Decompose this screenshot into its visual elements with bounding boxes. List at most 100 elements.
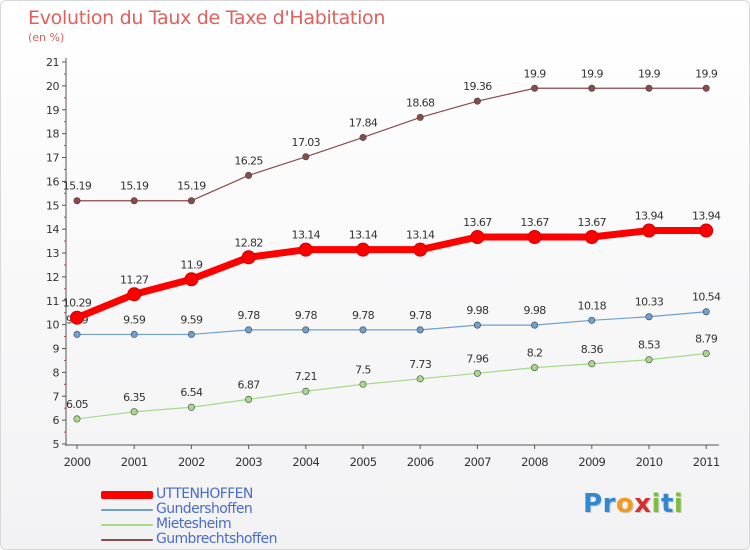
y-tick-label: 5: [53, 438, 60, 451]
y-tick-label: 21: [46, 56, 59, 69]
data-label-uttenhoffen: 13.94: [692, 210, 721, 223]
x-tick-label: 2005: [350, 455, 377, 469]
data-point-uttenhoffen: [642, 223, 656, 238]
legend-swatch-mietesheim: [101, 524, 153, 526]
logo-letter: i: [673, 489, 684, 519]
data-point-gundershoffen: [302, 326, 310, 334]
data-label-mietesheim: 6.35: [123, 391, 146, 404]
data-point-mietesheim: [473, 369, 481, 377]
logo-letter: P: [583, 489, 603, 519]
y-tick-label: 12: [46, 271, 59, 284]
data-label-gumbrechtshoffen: 17.03: [292, 136, 321, 149]
data-point-gumbrechtshoffen: [588, 84, 596, 92]
data-point-gundershoffen: [416, 326, 424, 334]
chart-title: Evolution du Taux de Taxe d'Habitation: [28, 7, 386, 29]
data-point-gumbrechtshoffen: [645, 84, 653, 92]
y-tick-label: 14: [46, 223, 59, 236]
data-point-mietesheim: [245, 395, 253, 403]
data-point-gundershoffen: [245, 326, 253, 334]
data-point-mietesheim: [130, 408, 138, 416]
data-label-gundershoffen: 9.78: [409, 309, 432, 322]
logo-letter: x: [634, 489, 652, 519]
data-label-mietesheim: 8.2: [527, 347, 543, 360]
series-line-gundershoffen: [76, 311, 707, 336]
y-tick-label: 11: [46, 295, 59, 308]
data-point-gumbrechtshoffen: [702, 84, 710, 92]
data-label-uttenhoffen: 11.9: [180, 258, 203, 271]
data-point-mietesheim: [588, 360, 596, 368]
x-tick-label: 2001: [121, 455, 148, 469]
data-point-uttenhoffen: [241, 250, 256, 265]
y-tick-label: 20: [46, 80, 59, 93]
y-tick-label: 18: [46, 128, 59, 141]
data-point-gundershoffen: [588, 316, 596, 324]
data-point-gundershoffen: [73, 330, 81, 338]
data-point-mietesheim: [73, 415, 81, 423]
data-label-gundershoffen: 10.18: [578, 299, 607, 312]
y-tick-label: 9: [53, 343, 60, 356]
legend-label-gundershoffen: Gundershoffen: [156, 501, 253, 517]
data-point-uttenhoffen: [356, 242, 370, 257]
series-line-mietesheim: [76, 352, 707, 420]
y-tick-label: 8: [53, 366, 60, 379]
legend-swatch-uttenhoffen: [101, 491, 153, 499]
x-tick-label: 2007: [464, 455, 491, 469]
y-tick-label: 15: [46, 199, 59, 212]
data-label-gumbrechtshoffen: 19.9: [524, 67, 547, 80]
data-point-gundershoffen: [359, 326, 367, 334]
data-label-uttenhoffen: 13.67: [578, 216, 607, 229]
data-point-mietesheim: [531, 364, 539, 372]
proxiti-logo: Proxiti: [583, 489, 683, 519]
data-label-gundershoffen: 9.78: [238, 309, 261, 322]
data-label-gumbrechtshoffen: 15.19: [177, 180, 206, 193]
data-label-uttenhoffen: 10.29: [63, 297, 92, 310]
data-label-gumbrechtshoffen: 15.19: [63, 180, 92, 193]
data-point-uttenhoffen: [70, 310, 84, 325]
logo-letter: i: [651, 489, 661, 519]
x-tick-label: 2006: [407, 455, 434, 469]
logo-letter: r: [602, 489, 616, 519]
data-label-gundershoffen: 9.78: [295, 309, 318, 322]
data-label-mietesheim: 8.79: [695, 333, 718, 346]
data-point-mietesheim: [302, 387, 310, 395]
data-point-mietesheim: [359, 380, 367, 388]
legend-swatch-gumbrechtshoffen: [101, 539, 153, 541]
data-point-mietesheim: [187, 403, 195, 411]
data-point-gundershoffen: [473, 321, 481, 329]
data-point-gundershoffen: [531, 321, 539, 329]
data-point-gumbrechtshoffen: [130, 197, 138, 205]
data-label-mietesheim: 6.87: [238, 378, 261, 391]
data-point-uttenhoffen: [527, 230, 542, 245]
x-tick-label: 2002: [178, 455, 205, 469]
data-point-gumbrechtshoffen: [531, 84, 539, 92]
data-point-gumbrechtshoffen: [473, 97, 481, 105]
data-point-uttenhoffen: [184, 272, 199, 287]
data-point-uttenhoffen: [584, 230, 599, 245]
y-tick-label: 7: [53, 390, 60, 403]
legend-label-mietesheim: Mietesheim: [156, 516, 232, 532]
data-label-mietesheim: 6.05: [66, 398, 89, 411]
logo-letter: t: [660, 489, 674, 519]
data-point-uttenhoffen: [413, 242, 428, 257]
series-line-uttenhoffen: [73, 227, 710, 322]
y-tick-label: 13: [46, 247, 59, 260]
data-point-uttenhoffen: [699, 223, 714, 238]
data-label-uttenhoffen: 13.14: [292, 229, 321, 242]
data-label-gumbrechtshoffen: 17.84: [349, 116, 378, 129]
data-label-gumbrechtshoffen: 18.68: [406, 96, 435, 109]
data-label-gundershoffen: 9.78: [352, 309, 375, 322]
y-tick-label: 19: [46, 104, 59, 117]
y-tick-label: 17: [46, 152, 59, 165]
data-label-uttenhoffen: 13.14: [406, 229, 435, 242]
data-label-uttenhoffen: 13.67: [520, 216, 549, 229]
data-point-gumbrechtshoffen: [416, 113, 424, 121]
y-tick-label: 10: [46, 319, 59, 332]
data-label-mietesheim: 8.36: [581, 343, 604, 356]
data-label-uttenhoffen: 13.67: [463, 216, 492, 229]
data-point-uttenhoffen: [127, 287, 142, 302]
data-label-mietesheim: 7.73: [409, 358, 432, 371]
data-label-gundershoffen: 9.59: [180, 313, 203, 326]
x-tick-label: 2008: [521, 455, 548, 469]
